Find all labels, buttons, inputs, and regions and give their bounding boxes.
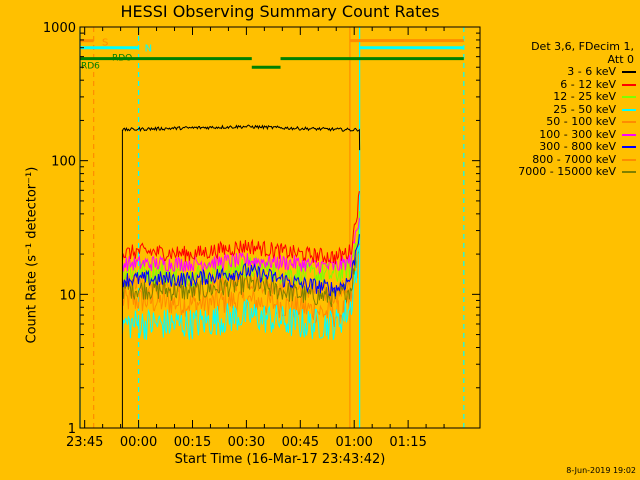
legend-item-label: 50 - 100 keV xyxy=(546,115,616,128)
x-tick-label-1: 00:00 xyxy=(120,435,157,450)
x-tick-label-0: 23:45 xyxy=(66,435,103,450)
legend-item: 6 - 12 keV xyxy=(478,77,636,92)
x-tick-label-2: 00:15 xyxy=(174,435,211,450)
legend-item: 25 - 50 keV xyxy=(478,102,636,117)
y-tick-label-3: 1000 xyxy=(43,21,76,36)
legend-item-label: 100 - 300 keV xyxy=(539,127,616,141)
series-line-100to300keV xyxy=(121,217,360,275)
legend-swatch xyxy=(622,146,636,149)
footer-date: 8-Jun-2019 19:02 xyxy=(566,466,636,475)
legend-swatch xyxy=(622,158,636,161)
legend-item-label: 3 - 6 keV xyxy=(567,65,616,78)
plot-frame xyxy=(79,26,481,429)
flag-label-rdo: RDO xyxy=(112,54,132,64)
x-tick-label-6: 01:15 xyxy=(389,435,426,450)
legend-swatch xyxy=(622,171,636,174)
x-tick-label-3: 00:30 xyxy=(228,435,265,450)
legend-header-line-2: Att 0 xyxy=(607,53,634,66)
legend-item-label: 12 - 25 keV xyxy=(553,90,616,103)
series-line-12to25keV xyxy=(121,211,360,288)
y-axis-label: Count Rate (s⁻¹ detector⁻¹) xyxy=(24,166,40,344)
legend-item-label: 25 - 50 keV xyxy=(553,102,616,116)
flag-label-rd6: RD6 xyxy=(81,62,100,72)
legend: Det 3,6, FDecim 1, Att 0 3 - 6 keV 6 - 12… xyxy=(478,40,636,179)
y-tick-label-2: 100 xyxy=(51,155,76,170)
chart-title: HESSI Observing Summary Count Rates xyxy=(120,2,440,21)
y-tick-label-0: 1 xyxy=(68,422,76,437)
legend-item: 3 - 6 keV xyxy=(478,65,636,79)
legend-item-label: 7000 - 15000 keV xyxy=(518,165,616,178)
legend-swatch xyxy=(622,121,636,124)
legend-item: 100 - 300 keV xyxy=(478,127,636,142)
legend-rows: 3 - 6 keV 6 - 12 keV 12 - 25 keV 25 - 50 ke… xyxy=(478,65,636,179)
x-tick-label-5: 01:00 xyxy=(335,435,372,450)
legend-item: 7000 - 15000 keV xyxy=(478,165,636,179)
legend-item: 12 - 25 keV xyxy=(478,90,636,104)
series-line-3to6keV xyxy=(121,124,361,428)
x-tick-label-4: 00:45 xyxy=(282,435,319,450)
legend-item-label: 800 - 7000 keV xyxy=(532,152,616,166)
series-line-7000to15000keV xyxy=(121,251,360,308)
y-tick-label-1: 10 xyxy=(59,288,76,303)
legend-item-label: 6 - 12 keV xyxy=(560,77,616,91)
legend-swatch xyxy=(622,71,636,74)
legend-swatch xyxy=(622,96,636,99)
series-line-300to800keV xyxy=(121,234,360,297)
series-line-6to12keV xyxy=(121,191,360,265)
legend-item: 50 - 100 keV xyxy=(478,115,636,129)
flag-label-s: S xyxy=(102,38,108,49)
legend-item: 800 - 7000 keV xyxy=(478,152,636,167)
legend-swatch xyxy=(622,108,636,111)
legend-swatch xyxy=(622,133,636,136)
legend-item: 300 - 800 keV xyxy=(478,140,636,154)
series-line-25to50keV xyxy=(121,246,360,341)
legend-item-label: 300 - 800 keV xyxy=(539,140,616,153)
x-axis-label: Start Time (16-Mar-17 23:43:42) xyxy=(174,452,386,467)
legend-swatch xyxy=(622,83,636,86)
flag-label-n: N xyxy=(145,44,152,55)
legend-header-line-1: Det 3,6, FDecim 1, xyxy=(531,40,634,53)
